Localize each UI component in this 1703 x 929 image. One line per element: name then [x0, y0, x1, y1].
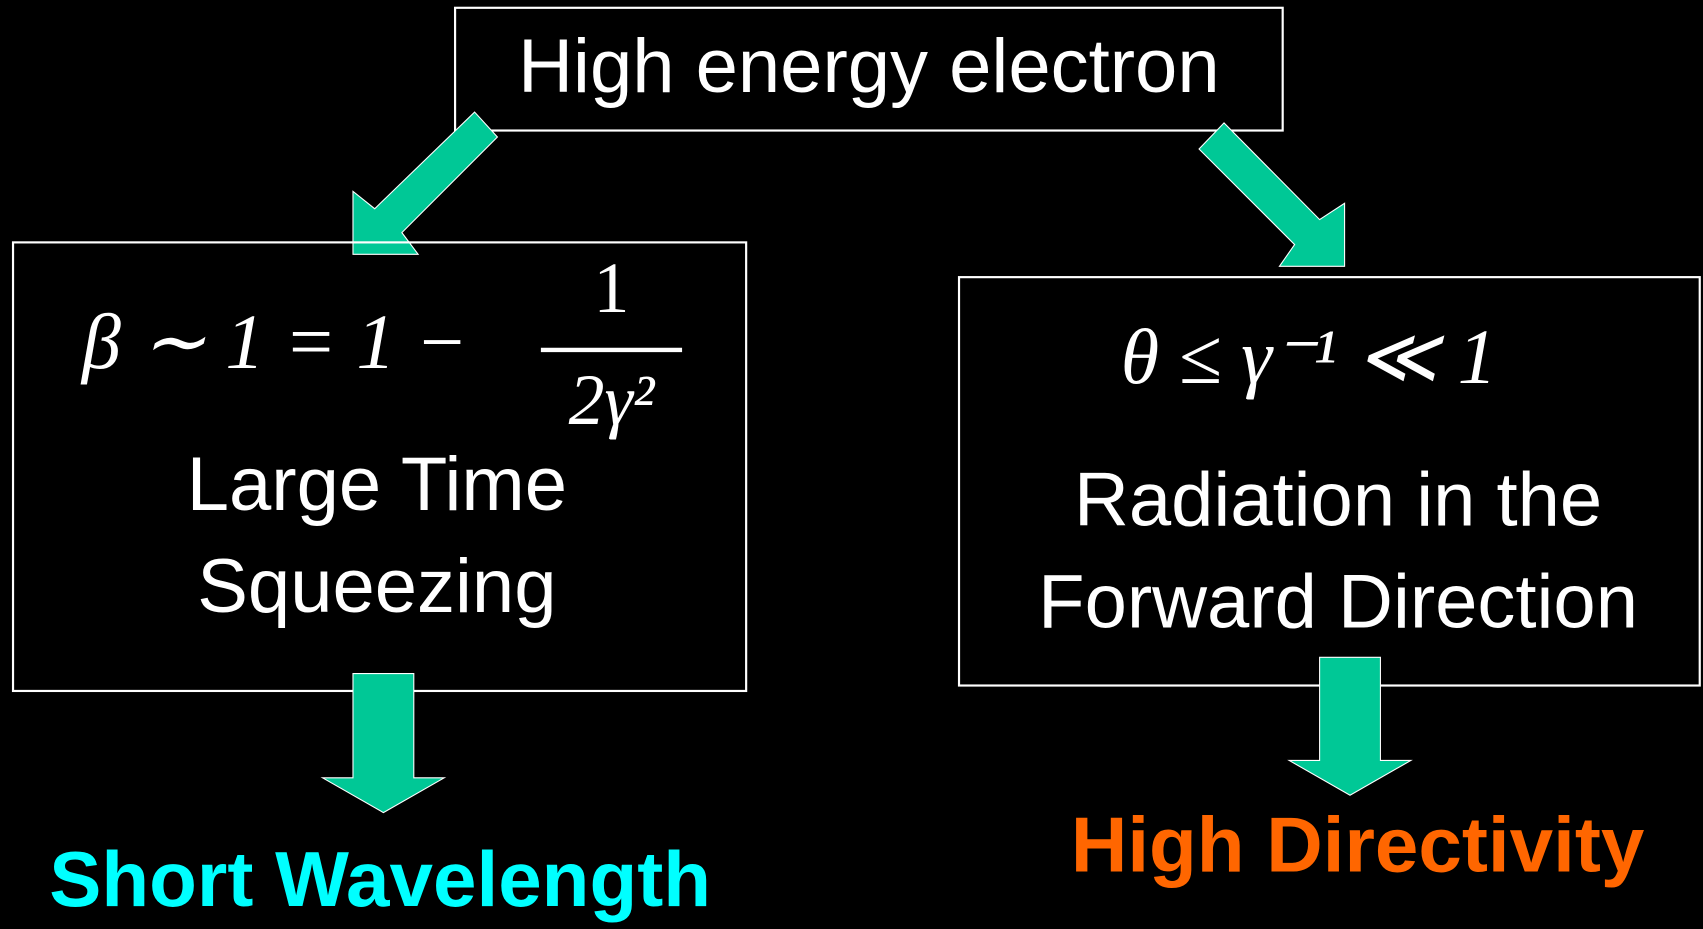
left-line: Squeezing: [197, 544, 556, 629]
fraction-numerator: 1: [594, 248, 630, 328]
arrow-right-down: [1287, 656, 1413, 796]
arrow-left-diagonal: [352, 111, 499, 255]
right-formula: θ ≤ γ⁻¹ ≪ 1: [1121, 313, 1497, 400]
top-label: High energy electron: [518, 24, 1219, 109]
right-line: Radiation in the: [1074, 457, 1602, 542]
arrow-left-down: [320, 673, 447, 814]
output-right: High Directivity: [1071, 800, 1645, 888]
output-left: Short Wavelength: [49, 835, 711, 923]
arrow-right-diagonal: [1198, 122, 1346, 267]
fraction-denominator: 2γ²: [569, 360, 656, 440]
top-box: [453, 6, 1284, 132]
left-line: Large Time: [187, 442, 567, 527]
right-line: Forward Direction: [1038, 559, 1638, 644]
left-formula: β ∼ 1 = 1 −: [80, 298, 468, 385]
